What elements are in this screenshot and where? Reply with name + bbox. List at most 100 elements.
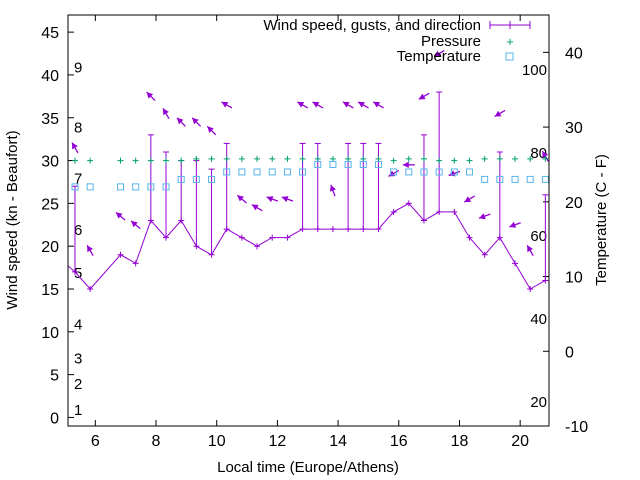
pressure-point bbox=[284, 155, 291, 162]
legend-label-wind: Wind speed, gusts, and direction bbox=[263, 17, 481, 34]
temperature-point bbox=[192, 175, 200, 183]
arrow-head bbox=[527, 245, 533, 253]
pressure-point bbox=[314, 155, 321, 162]
temperature-point bbox=[283, 168, 291, 176]
temperature-point bbox=[329, 160, 337, 168]
y2-tick-label: 0 bbox=[565, 344, 574, 361]
pressure-point bbox=[481, 155, 488, 162]
wind-direction-arrow bbox=[312, 101, 324, 109]
pressure-point bbox=[405, 155, 412, 162]
gust-bars bbox=[71, 91, 549, 281]
wind-speed-point bbox=[71, 268, 78, 275]
wind-speed-point bbox=[512, 260, 519, 267]
wind-direction-arrows bbox=[62, 49, 549, 256]
x-axis-label: Local time (Europe/Athens) bbox=[217, 459, 399, 476]
y-tick-label: 20 bbox=[41, 239, 59, 256]
temperature-point bbox=[177, 175, 185, 183]
wind-direction-arrow bbox=[162, 107, 170, 119]
pressure-point bbox=[269, 155, 276, 162]
y2-tick-label: 40 bbox=[565, 45, 583, 62]
arrow-head bbox=[329, 184, 336, 192]
beaufort-label: 2 bbox=[74, 376, 82, 393]
temperature-point bbox=[299, 168, 307, 176]
pressure-point bbox=[451, 157, 458, 164]
wind-direction-arrow bbox=[388, 169, 400, 177]
wind-direction-arrow bbox=[251, 204, 263, 212]
arrow-head bbox=[358, 101, 365, 108]
y2-tick-label: 20 bbox=[565, 195, 583, 212]
wind-direction-arrow bbox=[206, 125, 217, 136]
arrow-head bbox=[433, 50, 441, 57]
temperature-point bbox=[511, 175, 519, 183]
wind-direction-arrow bbox=[221, 101, 233, 109]
wind-speed-point bbox=[314, 226, 321, 233]
arrow-head bbox=[176, 117, 184, 125]
temperature-point bbox=[465, 168, 473, 176]
beaufort-label: 6 bbox=[74, 222, 82, 239]
x-tick-label: 16 bbox=[390, 433, 408, 450]
temperature-point bbox=[208, 175, 216, 183]
legend-swatch-pressure: + bbox=[506, 34, 514, 49]
beaufort-label: 4 bbox=[74, 316, 82, 333]
temperature-point bbox=[314, 160, 322, 168]
wind-speed-point bbox=[481, 251, 488, 258]
x-tick-label: 12 bbox=[268, 433, 286, 450]
wind-speed-point bbox=[62, 260, 68, 266]
wind-direction-arrow bbox=[418, 92, 430, 100]
y2-tick-label: 10 bbox=[565, 270, 583, 287]
legend-label-temperature: Temperature bbox=[397, 48, 481, 65]
temperature-point bbox=[359, 160, 367, 168]
x-tick-label: 20 bbox=[511, 433, 529, 450]
arrow-head bbox=[163, 108, 169, 116]
temperature-point bbox=[223, 168, 231, 176]
temperature-point bbox=[238, 168, 246, 176]
arrow-head bbox=[509, 221, 517, 228]
temperature-point bbox=[132, 183, 140, 191]
pressure-point bbox=[238, 155, 245, 162]
legend: Wind speed, gusts, and direction Pressur… bbox=[263, 17, 531, 65]
fahrenheit-label: 60 bbox=[530, 228, 547, 245]
x-tick-label: 18 bbox=[451, 433, 469, 450]
y-tick-label: 40 bbox=[41, 68, 59, 85]
temperature-point bbox=[481, 175, 489, 183]
arrow-head bbox=[131, 220, 138, 228]
arrow-head bbox=[494, 110, 502, 117]
wind-speed-point bbox=[238, 234, 245, 241]
beaufort-label: 5 bbox=[74, 265, 82, 282]
wind-direction-arrow bbox=[191, 117, 202, 127]
arrow-head bbox=[373, 101, 381, 108]
temperature-point bbox=[496, 175, 504, 183]
wind-speed-point bbox=[527, 286, 534, 292]
wind-speed-point bbox=[147, 217, 154, 224]
temperature-point bbox=[526, 175, 534, 183]
pressure-point bbox=[420, 155, 427, 162]
wind-speed-point bbox=[132, 260, 139, 267]
arrow-head bbox=[312, 101, 320, 108]
arrow-shaft bbox=[68, 228, 69, 230]
temperature-point bbox=[435, 168, 443, 176]
arrow-head bbox=[266, 196, 274, 203]
pressure-point bbox=[360, 155, 367, 162]
pressure-point bbox=[542, 155, 549, 162]
temperature-point bbox=[86, 183, 94, 191]
wind-speed-point bbox=[193, 243, 200, 250]
wind-direction-arrow bbox=[402, 161, 415, 169]
wind-speed-point bbox=[269, 234, 276, 241]
wind-direction-arrow bbox=[463, 195, 476, 203]
wind-speed-point bbox=[254, 243, 261, 250]
fahrenheit-label: 80 bbox=[530, 145, 547, 162]
temperature-point bbox=[541, 175, 549, 183]
wind-speed-line bbox=[68, 202, 546, 290]
temperature-point bbox=[71, 183, 79, 191]
pressure-point bbox=[147, 157, 154, 164]
wind-direction-arrow bbox=[71, 142, 79, 154]
fahrenheit-scale-labels: 20 40 60 80 100 bbox=[522, 62, 547, 411]
wind-direction-arrow bbox=[329, 184, 336, 197]
wind-speed-point bbox=[345, 226, 352, 233]
pressure-point bbox=[390, 157, 397, 164]
arrow-head bbox=[62, 220, 68, 227]
wind-speed-point bbox=[208, 251, 215, 258]
wind-direction-arrow bbox=[146, 91, 156, 102]
temperature-point bbox=[162, 183, 170, 191]
